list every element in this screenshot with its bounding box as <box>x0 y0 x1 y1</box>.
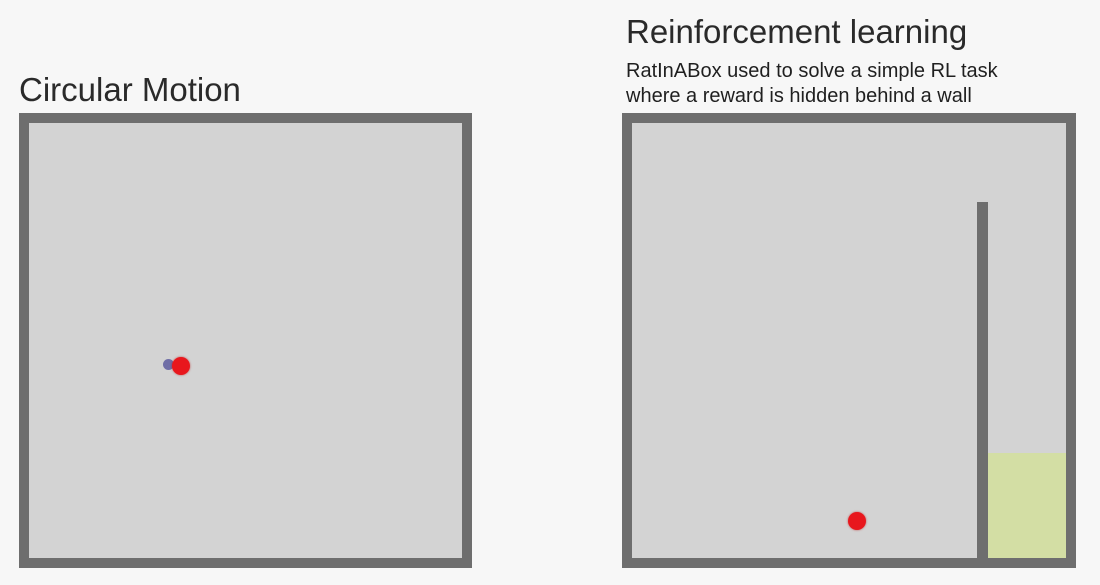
circular-motion-title: Circular Motion <box>19 71 241 108</box>
inner-wall <box>977 202 988 558</box>
agent-dot <box>172 357 190 375</box>
hidden-reward-zone <box>988 453 1066 558</box>
circular-motion-arena <box>19 113 472 568</box>
reinforcement-learning-title: Reinforcement learning <box>626 13 968 50</box>
reinforcement-learning-subtitle-line-1: RatInABox used to solve a simple RL task <box>626 60 998 82</box>
agent-trail-dot <box>163 359 174 370</box>
reinforcement-learning-arena <box>622 113 1076 568</box>
agent-dot <box>848 512 866 530</box>
reinforcement-learning-subtitle-line-2: where a reward is hidden behind a wall <box>626 85 972 107</box>
